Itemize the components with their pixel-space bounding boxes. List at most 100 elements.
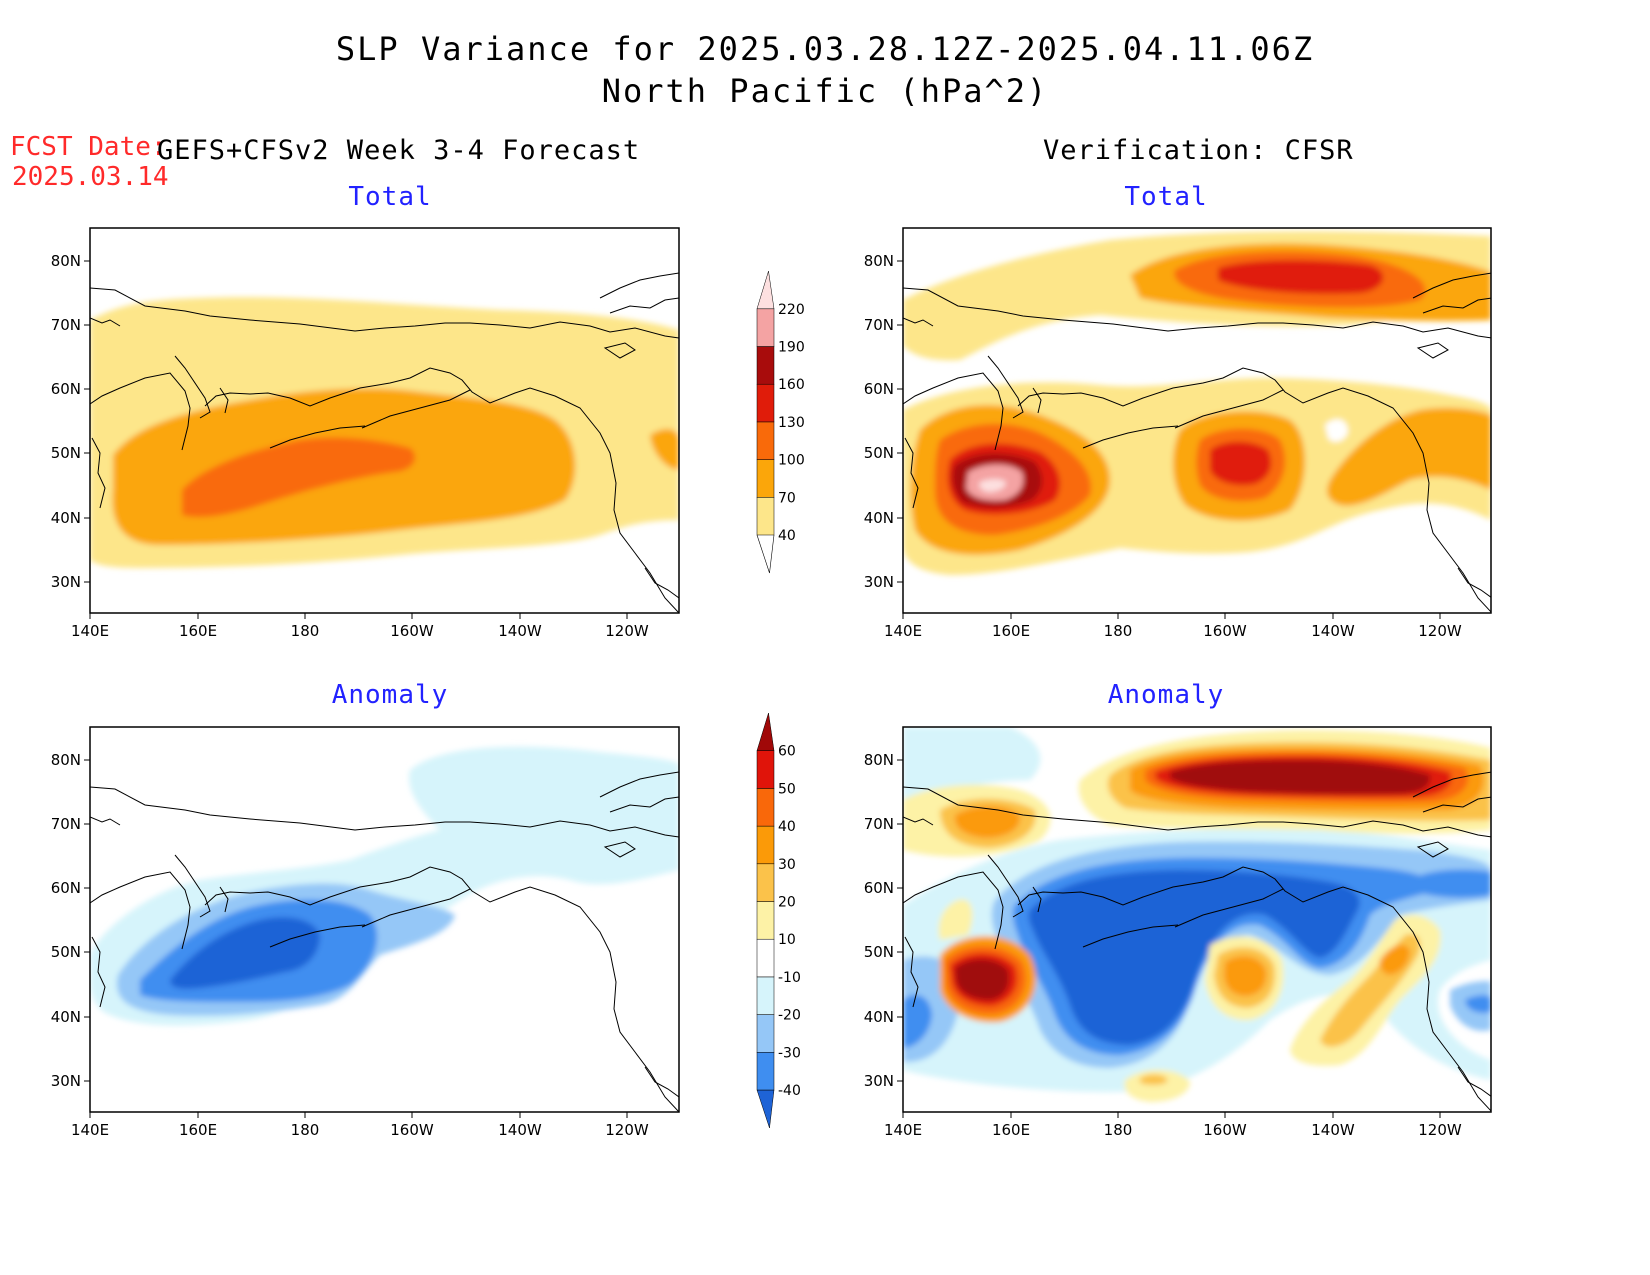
lat-tick-label: 30N xyxy=(864,573,894,591)
colorbar-level-label: 10 xyxy=(778,932,796,948)
colorbar-level-label: 130 xyxy=(778,415,805,431)
lat-tick-label: 80N xyxy=(51,252,81,270)
lon-tick-label: 160E xyxy=(179,622,217,640)
lon-tick-label: 180 xyxy=(1104,622,1133,640)
lon-tick-label: 120W xyxy=(1418,1121,1462,1139)
colorbar-level-label: -30 xyxy=(778,1045,801,1061)
colorbar-min-arrow xyxy=(756,1089,775,1129)
colorbar-level-label: 220 xyxy=(778,302,805,318)
panel-title-verification-total: Total xyxy=(1124,182,1208,212)
colorbar-swatch xyxy=(756,459,775,498)
lon-tick-label: 180 xyxy=(1104,1121,1133,1139)
colorbar-max-arrow xyxy=(756,712,775,751)
colorbar-level-label: 160 xyxy=(778,377,805,393)
colorbar-swatch xyxy=(756,1052,775,1091)
lat-tick-label: 30N xyxy=(51,573,81,591)
colorbar-swatch xyxy=(756,976,775,1015)
colorbar-level-label: 70 xyxy=(778,490,796,506)
panel-title-forecast-total: Total xyxy=(348,182,432,212)
lon-tick-label: 140E xyxy=(884,622,922,640)
verification-total-map xyxy=(903,228,1491,613)
lat-tick-label: 50N xyxy=(51,444,81,462)
lat-tick-label: 70N xyxy=(51,815,81,833)
colorbar-level-label: 20 xyxy=(778,895,796,911)
lon-tick-label: 160W xyxy=(390,622,434,640)
lon-tick-label: 120W xyxy=(605,622,649,640)
lon-tick-label: 160E xyxy=(992,1121,1030,1139)
anomaly-colorbar: -40 -30 -20 -10 10 20 30 40 50 60 xyxy=(756,712,801,1129)
colorbar-swatch xyxy=(756,788,775,827)
colorbar-swatch xyxy=(756,938,775,978)
lat-tick-label: 70N xyxy=(864,316,894,334)
lat-tick-label: 80N xyxy=(864,751,894,769)
lat-tick-label: 30N xyxy=(51,1072,81,1090)
colorbar-level-label: 40 xyxy=(778,819,796,835)
total-colorbar: 40 70 100 130 160 190 220 xyxy=(756,271,805,574)
header-forecast: GEFS+CFSv2 Week 3-4 Forecast xyxy=(157,135,641,166)
colorbar-min-arrow xyxy=(756,534,775,574)
map-axes: 80N 70N 60N 50N 40N 30N 140E 160E 180 160W 140W 120… xyxy=(51,252,1462,1139)
lon-tick-label: 120W xyxy=(605,1121,649,1139)
lon-tick-label: 160E xyxy=(179,1121,217,1139)
colorbar-swatch xyxy=(756,421,775,460)
lon-tick-label: 140W xyxy=(498,1121,542,1139)
lat-tick-label: 50N xyxy=(864,943,894,961)
colorbar-swatch xyxy=(756,1014,775,1053)
lon-tick-label: 140E xyxy=(71,1121,109,1139)
lon-tick-label: 140W xyxy=(1311,1121,1355,1139)
lon-tick-label: 160W xyxy=(1203,1121,1247,1139)
lon-tick-label: 160E xyxy=(992,622,1030,640)
colorbar-swatch xyxy=(756,825,775,865)
colorbar-swatch xyxy=(756,863,775,902)
lat-tick-label: 60N xyxy=(864,879,894,897)
fcst-label: FCST Date: xyxy=(10,132,167,162)
panel-title-forecast-anomaly: Anomaly xyxy=(331,680,449,710)
lon-tick-label: 180 xyxy=(291,1121,320,1139)
colorbar-swatch xyxy=(756,383,775,423)
colorbar-swatch xyxy=(756,901,775,940)
lon-tick-label: 140E xyxy=(71,622,109,640)
lat-tick-label: 60N xyxy=(864,380,894,398)
lon-tick-label: 140W xyxy=(498,622,542,640)
chart-subtitle: North Pacific (hPa^2) xyxy=(601,72,1049,110)
colorbar-swatch xyxy=(756,750,775,789)
forecast-anomaly-map xyxy=(90,727,679,1112)
lat-tick-label: 70N xyxy=(51,316,81,334)
header-verification: Verification: CFSR xyxy=(1043,135,1354,166)
colorbar-level-label: 50 xyxy=(778,781,796,797)
colorbar-level-label: 100 xyxy=(778,453,805,469)
lat-tick-label: 30N xyxy=(864,1072,894,1090)
lon-tick-label: 160W xyxy=(1203,622,1247,640)
lon-tick-label: 140W xyxy=(1311,622,1355,640)
panel-title-verification-anomaly: Anomaly xyxy=(1107,680,1225,710)
colorbar-level-label: 60 xyxy=(778,744,796,760)
colorbar-level-label: -10 xyxy=(778,970,801,986)
lat-tick-label: 40N xyxy=(51,1008,81,1026)
lat-tick-label: 60N xyxy=(51,879,81,897)
lon-tick-label: 160W xyxy=(390,1121,434,1139)
lat-tick-label: 50N xyxy=(864,444,894,462)
lon-tick-label: 180 xyxy=(291,622,320,640)
lat-tick-label: 50N xyxy=(51,943,81,961)
chart-title: SLP Variance for 2025.03.28.12Z-2025.04.… xyxy=(335,30,1315,68)
lat-tick-label: 70N xyxy=(864,815,894,833)
fcst-date: 2025.03.14 xyxy=(12,162,169,192)
lat-tick-label: 80N xyxy=(864,252,894,270)
colorbar-level-label: 40 xyxy=(778,528,796,544)
colorbar-max-arrow xyxy=(756,271,775,310)
colorbar-swatch xyxy=(756,497,775,536)
lat-tick-label: 80N xyxy=(51,751,81,769)
colorbar-level-label: 30 xyxy=(778,857,796,873)
verification-anomaly-map xyxy=(903,727,1491,1112)
colorbar-swatch xyxy=(756,346,775,385)
forecast-total-map xyxy=(90,228,679,613)
lat-tick-label: 40N xyxy=(51,509,81,527)
lon-tick-label: 140E xyxy=(884,1121,922,1139)
colorbar-level-label: -20 xyxy=(778,1008,801,1024)
colorbar-level-label: -40 xyxy=(778,1083,801,1099)
colorbar-swatch xyxy=(756,308,775,347)
lat-tick-label: 60N xyxy=(51,380,81,398)
colorbar-level-label: 190 xyxy=(778,340,805,356)
lat-tick-label: 40N xyxy=(864,1008,894,1026)
